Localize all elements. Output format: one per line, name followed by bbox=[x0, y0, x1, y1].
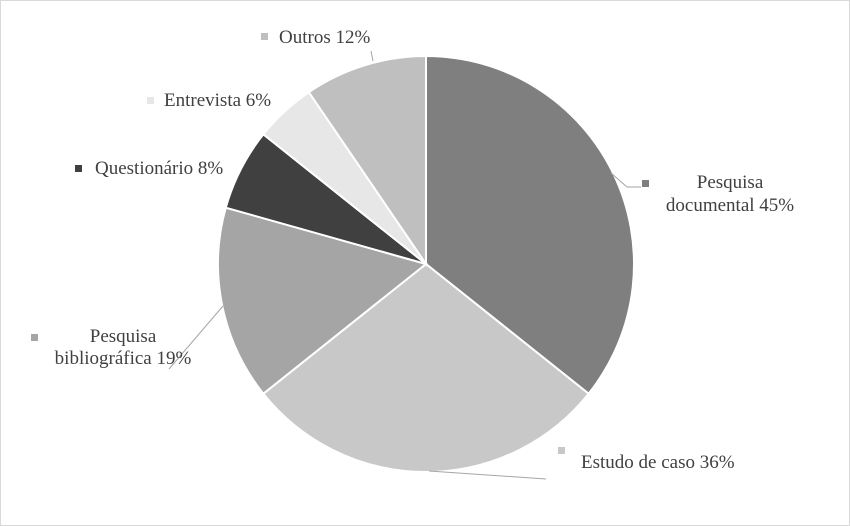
slice-label-outros: Outros 12% bbox=[279, 27, 370, 48]
slice-label-entrevista: Entrevista 6% bbox=[164, 90, 271, 111]
leader-line-pesquisa-documental bbox=[610, 172, 641, 188]
label-marker-estudo-de-caso bbox=[558, 447, 565, 454]
label-marker-pesquisa-documental bbox=[642, 180, 649, 187]
pie-slice-estudo-de-caso bbox=[261, 262, 591, 474]
slice-label-estudo-de-caso: Estudo de caso 36% bbox=[581, 452, 735, 473]
slice-label-questionario: Questionário 8% bbox=[95, 158, 223, 179]
leader-line-pesquisa-bibliografica bbox=[168, 305, 224, 370]
slice-label-pesquisa-documental-line-2: documental 45% bbox=[666, 195, 794, 216]
label-marker-pesquisa-bibliografica bbox=[31, 334, 38, 341]
leader-line-outros bbox=[370, 50, 374, 62]
label-marker-outros bbox=[261, 33, 268, 40]
label-marker-entrevista bbox=[147, 97, 154, 104]
pie-slice-pesquisa-documental bbox=[425, 54, 635, 396]
leader-lines bbox=[168, 50, 641, 480]
pie-slice-pesquisa-bibliografica bbox=[216, 206, 429, 396]
pie-slice-outros bbox=[307, 54, 427, 268]
label-marker-questionario bbox=[75, 165, 82, 172]
leader-line-estudo-de-caso bbox=[428, 470, 547, 480]
pie-slices bbox=[216, 54, 635, 474]
slice-label-pesquisa-bibliografica-line-1: Pesquisa bbox=[90, 326, 157, 347]
slice-label-pesquisa-bibliografica-line-2: bibliográfica 19% bbox=[55, 348, 192, 369]
slice-label-pesquisa-documental-line-1: Pesquisa bbox=[697, 172, 764, 193]
